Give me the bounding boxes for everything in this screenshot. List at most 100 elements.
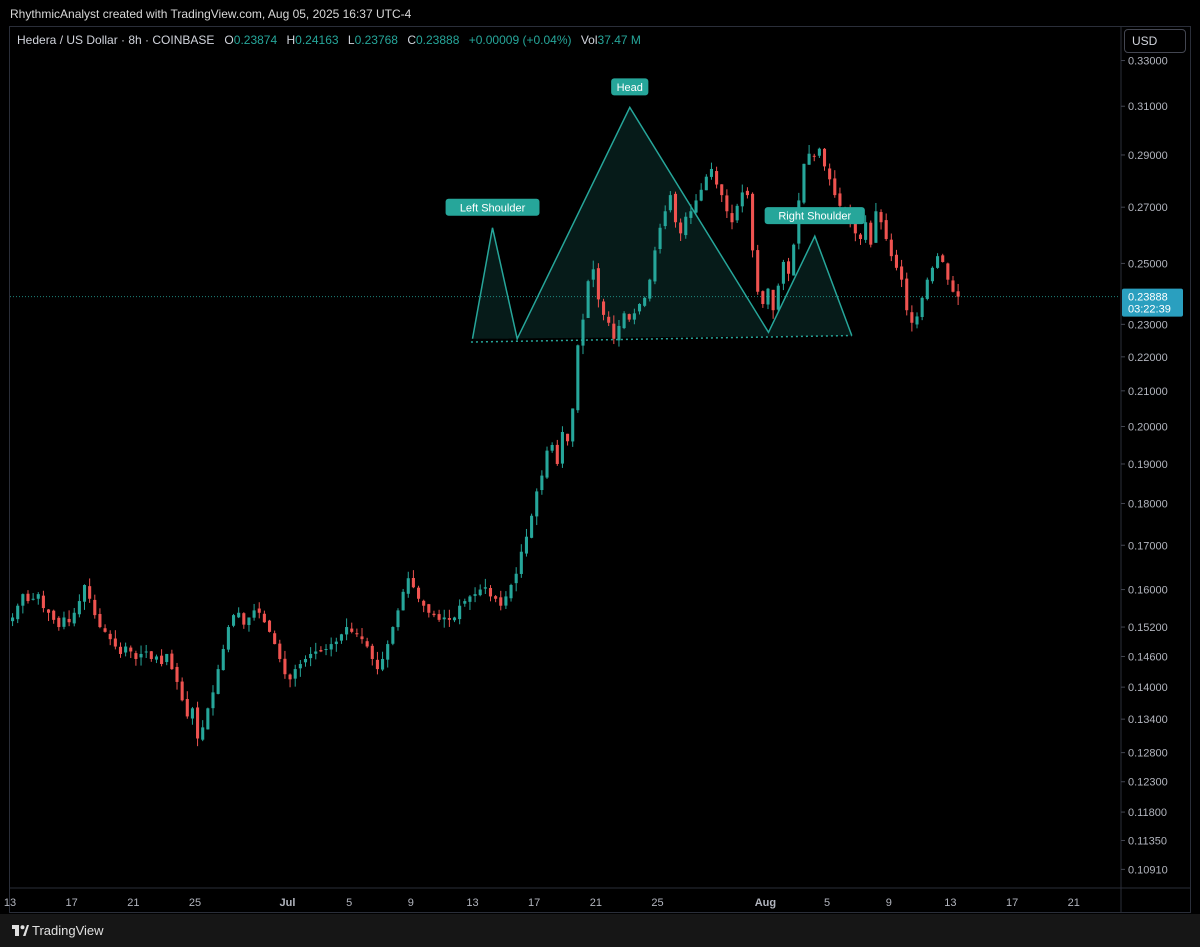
candle-body [910,312,914,323]
candle-body [884,220,888,239]
candle-body [170,653,174,670]
candle-body [751,193,755,251]
candle-body [745,190,749,196]
candle-body [57,617,61,628]
candle-body [298,664,302,669]
candle-body [139,653,143,658]
volume-value: 37.47 M [597,33,641,47]
candle-body [118,646,123,654]
time-tick-label: 21 [590,897,602,909]
chart-frame [9,26,1191,913]
candle-body [951,280,955,292]
price-tick-label: 0.12800 [1128,748,1168,760]
candle-body [812,155,816,157]
time-tick-label: 5 [346,897,352,909]
candle-body [663,211,667,227]
candle-body [88,586,92,599]
candle-body [165,653,169,663]
candle-body [792,244,796,276]
candle-body [273,633,277,645]
candle-body [345,627,349,635]
candle-body [206,708,210,730]
candle-body [401,591,405,611]
candle-body [242,613,246,625]
candle-body [190,708,194,719]
candle-body [422,600,426,606]
candle-body [550,444,554,451]
candle-body [838,193,842,206]
candle-body [817,148,821,156]
candle-body [668,195,672,211]
candle-body [252,610,256,618]
candle-body [175,666,179,682]
price-tick-label: 0.10910 [1128,864,1168,876]
candle-body [154,656,158,660]
candle-body [869,222,873,245]
time-tick-label: 17 [528,897,540,909]
neckline [470,334,852,343]
candle-body [144,651,148,653]
candle-body [386,644,390,660]
ohlc-legend: Hedera / US Dollar · 8h · COINBASE O 0.23… [17,33,647,47]
candle-body [478,589,482,596]
candle-body [632,313,636,320]
candle-body [21,594,25,606]
time-tick-label: 17 [66,897,78,909]
candle-body [571,408,575,442]
candle-body [52,610,56,620]
candle-body [607,316,611,323]
candle-body [72,612,76,624]
head-and-shoulders-outline [471,105,853,342]
pattern-label: Left Shoulder [460,202,526,214]
candle-body [473,594,477,596]
close-value: 0.23888 [416,33,460,47]
candle-body [447,618,451,620]
candle-body [648,279,652,299]
candle-body [643,297,647,306]
candle-body [622,313,626,329]
candle-body [936,256,940,268]
time-tick-label: 25 [189,897,201,909]
price-tick-label: 0.18000 [1128,498,1168,510]
candle-body [103,628,107,632]
candle-body [113,638,117,647]
candle-body [185,699,189,717]
time-tick-label: 13 [944,897,956,909]
candle-body [262,613,266,623]
tradingview-logo-icon[interactable] [12,925,29,936]
candle-body [334,641,338,645]
candle-body [730,213,734,223]
pattern-label-box [445,198,540,216]
candle-body [237,612,241,618]
open-label: O [224,33,234,47]
candle-body [925,279,929,299]
candle-body [709,168,713,177]
price-tick-label: 0.17000 [1128,540,1168,552]
candle-body [576,345,580,411]
low-value: 0.23768 [354,33,398,47]
candle-body [673,193,678,223]
price-tick-label: 0.12300 [1128,777,1168,789]
candle-body [129,647,133,652]
footer-brand[interactable]: TradingView [32,923,104,938]
candle-body [381,658,385,670]
pattern-label: Right Shoulder [778,211,851,223]
candle-body [257,608,261,613]
pattern-label: Head [617,82,643,94]
price-tick-label: 0.22000 [1128,352,1168,364]
currency-button[interactable]: USD [1124,29,1186,53]
candle-body [540,475,544,491]
candle-body [375,659,379,670]
candle-body [329,644,333,650]
candle-body [437,614,441,620]
symbol-label[interactable]: Hedera / US Dollar · 8h · COINBASE [17,33,215,47]
candle-body [288,674,292,680]
price-tick-label: 0.27000 [1128,202,1168,214]
candle-body [581,319,585,346]
price-tick-label: 0.29000 [1128,150,1168,162]
candle-body [591,269,595,280]
candle-body [956,291,960,297]
candle-body [509,585,513,599]
candle-body [11,617,15,622]
